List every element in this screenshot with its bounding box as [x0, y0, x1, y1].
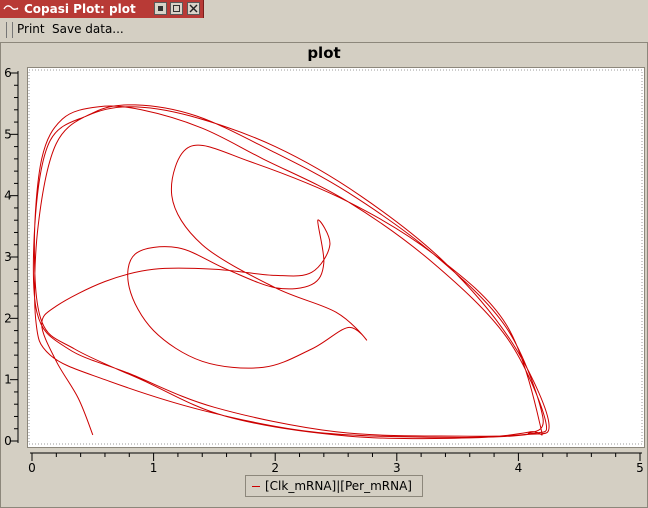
maximize-button[interactable] — [170, 2, 183, 15]
x-tick-label: 5 — [636, 461, 644, 475]
y-tick-label: 0 — [4, 434, 12, 448]
window-titlebar[interactable]: Copasi Plot: plot — [0, 0, 204, 18]
window-title: Copasi Plot: plot — [24, 2, 136, 16]
minimize-button[interactable] — [154, 2, 167, 15]
y-tick-label: 4 — [4, 189, 12, 203]
legend-series-label: [Clk_mRNA]|[Per_mRNA] — [265, 479, 412, 493]
y-tick-label: 2 — [4, 311, 12, 325]
y-tick-label: 5 — [4, 127, 12, 141]
x-tick-label: 1 — [150, 461, 158, 475]
plot-inner-frame — [28, 69, 643, 445]
x-tick-label: 4 — [515, 461, 523, 475]
x-tick-label: 3 — [393, 461, 401, 475]
close-icon — [189, 4, 198, 13]
legend-swatch — [252, 486, 260, 487]
y-tick-label: 6 — [4, 66, 12, 80]
save-data-menu-item[interactable]: Save data... — [52, 22, 124, 36]
close-button[interactable] — [187, 2, 200, 15]
plot-title: plot — [307, 44, 341, 62]
x-tick-label: 2 — [271, 461, 279, 475]
y-tick-label: 3 — [4, 250, 12, 264]
y-tick-label: 1 — [4, 373, 12, 387]
toolbar-grip-handle[interactable] — [6, 22, 13, 38]
x-tick-label: 0 — [28, 461, 36, 475]
plot-canvas[interactable] — [27, 67, 645, 448]
copasi-logo-icon — [3, 5, 19, 10]
series-line-trajectory — [32, 104, 550, 440]
print-menu-item[interactable]: Print — [17, 22, 45, 36]
legend[interactable]: [Clk_mRNA]|[Per_mRNA] — [245, 475, 423, 497]
